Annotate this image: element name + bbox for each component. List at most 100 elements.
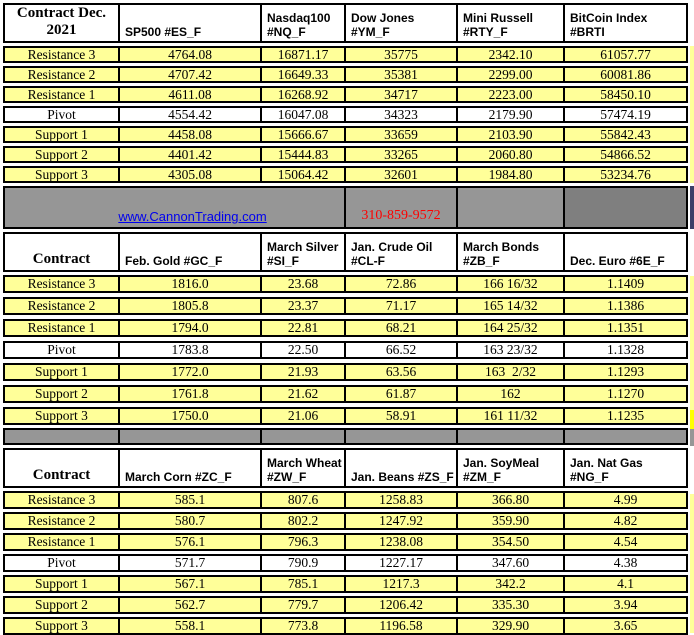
edge-strip (690, 494, 694, 633)
value-cell: 4764.08 (118, 46, 260, 63)
column-header-silver: March Silver #SI_F (260, 232, 344, 272)
value-cell: 54866.52 (563, 146, 688, 163)
value-cell: 567.1 (118, 575, 260, 593)
value-cell: 576.1 (118, 533, 260, 551)
row-label: Resistance 1 (3, 86, 118, 103)
row-label: Resistance 1 (3, 533, 118, 551)
band-cell (344, 428, 456, 445)
row-label: Support 3 (3, 166, 118, 183)
value-cell: 1227.17 (344, 554, 456, 572)
value-cell: 802.2 (260, 512, 344, 530)
website-link[interactable]: www.CannonTrading.com (118, 209, 267, 224)
table-body: Resistance 3 1816.0 23.68 72.86 166 16/32 1.1… (3, 275, 694, 425)
row-label: Resistance 1 (3, 319, 118, 337)
row-label: Resistance 2 (3, 512, 118, 530)
value-cell: 807.6 (260, 491, 344, 509)
value-cell: 1772.0 (118, 363, 260, 381)
value-cell: 2299.00 (456, 66, 563, 83)
row-label: Resistance 3 (3, 46, 118, 63)
separator-band-contact: www.CannonTrading.com 310-859-9572 (3, 186, 694, 229)
value-cell: 57474.19 (563, 106, 688, 123)
value-cell: 4.38 (563, 554, 688, 572)
row-label: Support 2 (3, 146, 118, 163)
value-cell: 4.54 (563, 533, 688, 551)
phone-cell: 310-859-9572 (344, 186, 456, 229)
value-cell: 2060.80 (456, 146, 563, 163)
row-label: Support 2 (3, 596, 118, 614)
value-cell: 2103.90 (456, 126, 563, 143)
header-row: Contract Feb. Gold #GC_F March Silver #S… (3, 232, 694, 272)
value-cell: 22.81 (260, 319, 344, 337)
value-cell: 790.9 (260, 554, 344, 572)
column-header-soymeal: Jan. SoyMeal #ZM_F (456, 448, 563, 488)
value-cell: 15444.83 (260, 146, 344, 163)
value-cell: 1816.0 (118, 275, 260, 293)
value-cell: 32601 (344, 166, 456, 183)
row-label: Support 3 (3, 407, 118, 425)
table-index-futures: Contract Dec. 2021 SP500 #ES_F Nasdaq100… (3, 3, 694, 183)
value-cell: 785.1 (260, 575, 344, 593)
row-label: Resistance 2 (3, 297, 118, 315)
separator-band (3, 428, 694, 445)
row-label: Support 3 (3, 617, 118, 635)
value-cell: 1196.58 (344, 617, 456, 635)
value-cell: 354.50 (456, 533, 563, 551)
value-cell: 4.82 (563, 512, 688, 530)
edge-strip (690, 276, 694, 410)
value-cell: 55842.43 (563, 126, 688, 143)
row-label: Support 2 (3, 385, 118, 403)
value-cell: 21.93 (260, 363, 344, 381)
value-cell: 15666.67 (260, 126, 344, 143)
value-cell: 60081.86 (563, 66, 688, 83)
value-cell: 61057.77 (563, 46, 688, 63)
value-cell: 580.7 (118, 512, 260, 530)
value-cell: 4611.08 (118, 86, 260, 103)
value-cell: 1247.92 (344, 512, 456, 530)
edge-strip-navy (690, 186, 694, 229)
value-cell: 4305.08 (118, 166, 260, 183)
value-cell: 163 23/32 (456, 341, 563, 359)
value-cell: 34323 (344, 106, 456, 123)
value-cell: 164 25/32 (456, 319, 563, 337)
band-cell (3, 428, 118, 445)
header-row: Contract March Corn #ZC_F March Wheat #Z… (3, 448, 694, 488)
value-cell: 71.17 (344, 297, 456, 315)
row-label: Resistance 3 (3, 491, 118, 509)
value-cell: 585.1 (118, 491, 260, 509)
value-cell: 4458.08 (118, 126, 260, 143)
value-cell: 1238.08 (344, 533, 456, 551)
value-cell: 23.37 (260, 297, 344, 315)
column-header-nasdaq100: Nasdaq100 #NQ_F (260, 3, 344, 43)
table-body: Resistance 3 4764.08 16871.17 35775 2342.10 6… (3, 46, 694, 183)
band-cell (456, 186, 563, 229)
value-cell: 558.1 (118, 617, 260, 635)
table-metals-energy: Contract Feb. Gold #GC_F March Silver #S… (3, 232, 694, 425)
value-cell: 1750.0 (118, 407, 260, 425)
value-cell: 1.1386 (563, 297, 688, 315)
value-cell: 72.86 (344, 275, 456, 293)
value-cell: 2179.90 (456, 106, 563, 123)
value-cell: 33659 (344, 126, 456, 143)
value-cell: 796.3 (260, 533, 344, 551)
row-label: Pivot (3, 341, 118, 359)
value-cell: 1761.8 (118, 385, 260, 403)
value-cell: 4.99 (563, 491, 688, 509)
value-cell: 1.1270 (563, 385, 688, 403)
value-cell: 16268.92 (260, 86, 344, 103)
value-cell: 21.62 (260, 385, 344, 403)
row-label: Support 1 (3, 363, 118, 381)
value-cell: 165 14/32 (456, 297, 563, 315)
column-header-crudeoil: Jan. Crude Oil #CL-F (344, 232, 456, 272)
value-cell: 16871.17 (260, 46, 344, 63)
value-cell: 33265 (344, 146, 456, 163)
value-cell: 2223.00 (456, 86, 563, 103)
value-cell: 1217.3 (344, 575, 456, 593)
column-header-corn: March Corn #ZC_F (118, 448, 260, 488)
table-grains: Contract March Corn #ZC_F March Wheat #Z… (3, 448, 694, 635)
row-label: Support 1 (3, 575, 118, 593)
section-title: Contract (3, 448, 118, 488)
value-cell: 562.7 (118, 596, 260, 614)
band-cell (563, 428, 688, 445)
value-cell: 15064.42 (260, 166, 344, 183)
value-cell: 1258.83 (344, 491, 456, 509)
